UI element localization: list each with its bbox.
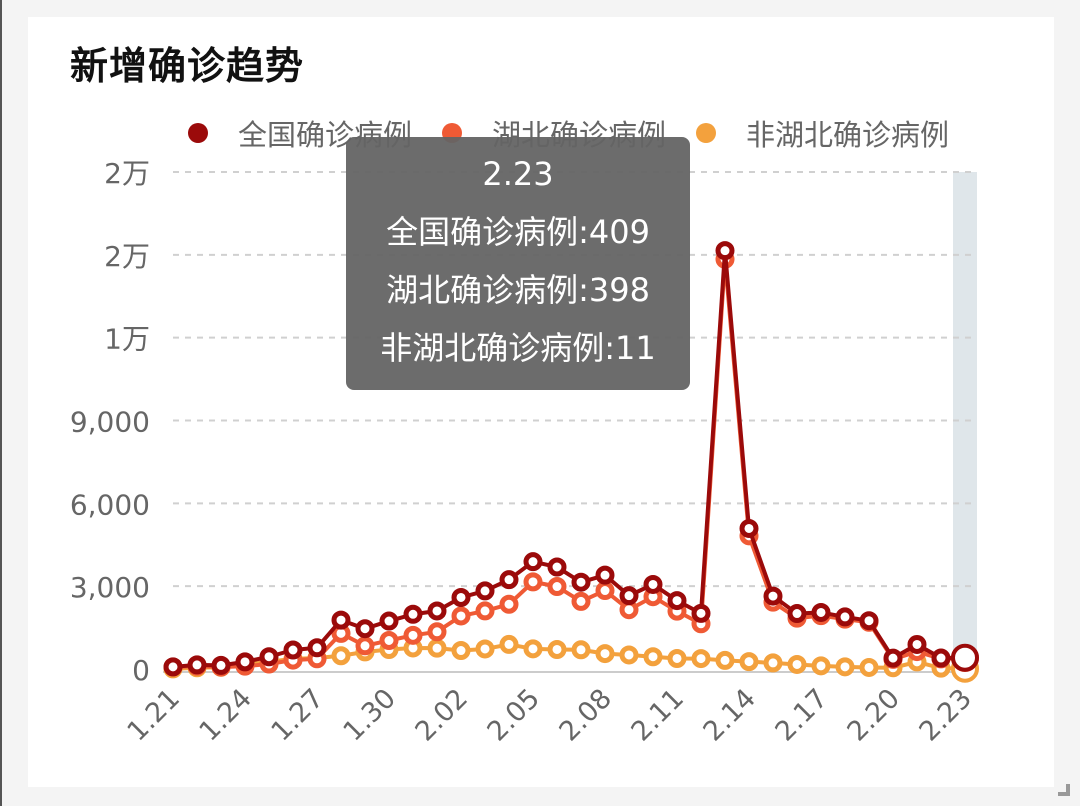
data-point-marker[interactable]	[427, 638, 447, 658]
data-point-marker[interactable]	[475, 581, 495, 601]
data-point-marker[interactable]	[547, 639, 567, 659]
data-point-marker[interactable]	[355, 636, 375, 656]
data-point-marker[interactable]	[691, 603, 711, 623]
series-line	[172, 257, 966, 670]
y-axis-tick-label: 9,000	[70, 406, 150, 439]
y-axis-tick-label: 2万	[104, 157, 150, 190]
tooltip-national: 全国确诊病例:409	[386, 213, 650, 251]
data-point-marker[interactable]	[523, 572, 543, 592]
window-edge	[0, 0, 2, 806]
x-axis-tick-label: 2.05	[482, 683, 546, 747]
data-point-marker[interactable]	[619, 586, 639, 606]
data-point-marker[interactable]	[475, 639, 495, 659]
data-point-marker[interactable]	[667, 591, 687, 611]
data-point-marker[interactable]	[571, 591, 591, 611]
data-point-marker[interactable]	[763, 653, 783, 673]
data-point-marker[interactable]	[235, 652, 255, 672]
data-point-marker[interactable]	[835, 607, 855, 627]
data-point-marker[interactable]	[283, 640, 303, 660]
x-axis-tick-label: 2.02	[410, 683, 474, 747]
data-point-marker[interactable]	[163, 657, 183, 677]
y-axis-tick-label: 3,000	[70, 571, 150, 604]
data-point-marker[interactable]	[451, 641, 471, 661]
data-point-marker[interactable]	[547, 577, 567, 597]
x-axis-tick-label: 1.24	[194, 683, 258, 747]
data-point-marker[interactable]	[667, 648, 687, 668]
x-axis-tick-label: 1.21	[122, 683, 186, 747]
data-point-marker[interactable]	[211, 655, 231, 675]
data-point-marker[interactable]	[499, 570, 519, 590]
data-point-marker[interactable]	[571, 572, 591, 592]
legend-item-non-hubei[interactable]: 非湖北确诊病例	[696, 112, 949, 154]
data-point-marker[interactable]	[331, 610, 351, 630]
data-point-marker[interactable]	[931, 648, 951, 668]
data-point-marker[interactable]	[619, 645, 639, 665]
legend-dot-icon	[696, 123, 717, 143]
data-point-marker[interactable]	[331, 646, 351, 666]
data-point-marker[interactable]	[595, 581, 615, 601]
data-point-marker[interactable]	[859, 611, 879, 631]
data-point-marker[interactable]	[547, 557, 567, 577]
data-point-marker[interactable]	[859, 657, 879, 677]
data-point-marker[interactable]	[451, 606, 471, 626]
x-axis-tick-label: 2.08	[554, 683, 618, 747]
data-point-marker[interactable]	[571, 640, 591, 660]
data-point-marker[interactable]	[403, 625, 423, 645]
data-point-marker[interactable]	[595, 644, 615, 664]
data-point-marker[interactable]	[259, 647, 279, 667]
tooltip-hubei: 湖北确诊病例:398	[386, 271, 650, 309]
tooltip-non-hubei: 非湖北确诊病例:11	[380, 329, 656, 367]
data-point-marker[interactable]	[475, 601, 495, 621]
data-point-marker[interactable]	[187, 655, 207, 675]
x-axis-tick-label: 1.30	[338, 683, 402, 747]
data-point-marker[interactable]	[787, 654, 807, 674]
data-point-marker[interactable]	[907, 634, 927, 654]
y-axis-tick-label: 1万	[104, 323, 150, 356]
data-point-marker[interactable]	[643, 574, 663, 594]
data-point-marker[interactable]	[739, 518, 759, 538]
x-axis-tick-label: 2.17	[770, 683, 834, 747]
data-point-marker[interactable]	[499, 634, 519, 654]
data-point-marker[interactable]	[427, 601, 447, 621]
tooltip-date: 2.23	[482, 155, 554, 193]
data-point-marker[interactable]	[307, 638, 327, 658]
data-point-marker[interactable]	[835, 657, 855, 677]
data-point-marker[interactable]	[739, 652, 759, 672]
data-point-marker[interactable]	[715, 650, 735, 670]
series-line	[172, 248, 966, 669]
data-point-marker[interactable]	[787, 604, 807, 624]
data-point-marker[interactable]	[379, 631, 399, 651]
data-point-marker[interactable]	[811, 602, 831, 622]
chart-title: 新增确诊趋势	[70, 44, 305, 88]
data-point-marker[interactable]	[811, 656, 831, 676]
data-point-marker[interactable]	[523, 639, 543, 659]
data-point-marker[interactable]	[951, 643, 979, 672]
chart-tooltip: 2.23 全国确诊病例:409 湖北确诊病例:398 非湖北确诊病例:11	[346, 137, 690, 390]
data-point-marker[interactable]	[595, 565, 615, 585]
data-point-marker[interactable]	[427, 622, 447, 642]
y-axis-tick-label: 0	[132, 654, 150, 687]
y-axis-tick-label: 2万	[104, 240, 150, 273]
data-point-marker[interactable]	[691, 649, 711, 669]
y-axis-tick-label: 6,000	[70, 488, 150, 521]
data-point-marker[interactable]	[451, 587, 471, 607]
data-point-marker[interactable]	[763, 586, 783, 606]
data-point-marker[interactable]	[379, 611, 399, 631]
legend-dot-icon	[188, 123, 208, 143]
data-point-marker[interactable]	[499, 594, 519, 614]
data-point-marker[interactable]	[643, 647, 663, 667]
resize-handle-icon[interactable]	[1058, 784, 1070, 796]
x-axis-tick-label: 2.23	[914, 683, 978, 747]
x-axis-tick-label: 1.27	[266, 683, 330, 747]
legend-label: 非湖北确诊病例	[746, 118, 950, 152]
data-point-marker[interactable]	[883, 648, 903, 668]
data-point-marker[interactable]	[403, 604, 423, 624]
x-axis-tick-label: 2.11	[626, 683, 690, 747]
data-point-marker[interactable]	[523, 552, 543, 572]
x-axis-tick-label: 2.14	[698, 683, 762, 747]
x-axis-tick-label: 2.20	[842, 683, 906, 747]
data-point-marker[interactable]	[355, 619, 375, 639]
data-point-marker[interactable]	[715, 241, 735, 261]
